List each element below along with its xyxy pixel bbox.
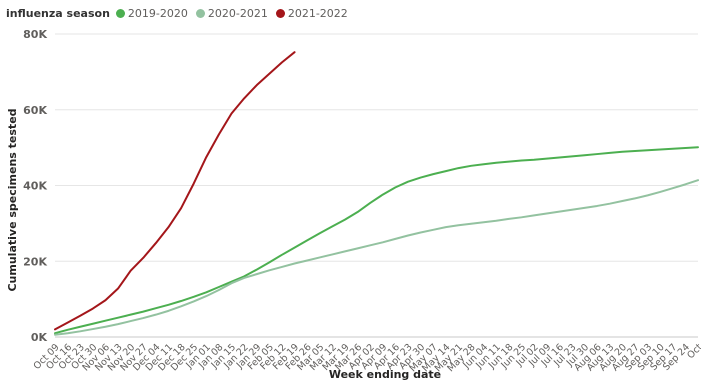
y-tick-label: 0K	[31, 331, 48, 344]
legend-item-2020-2021[interactable]: 2020-2021	[195, 6, 268, 20]
legend-dot-icon	[275, 8, 285, 18]
legend-label: 2020-2021	[207, 6, 268, 20]
x-axis-title: Week ending date	[329, 368, 441, 381]
y-axis-title: Cumulative specimens tested	[6, 108, 19, 291]
legend-title: influenza season	[6, 6, 110, 20]
legend-dot-icon	[115, 8, 125, 18]
series-line-2019-2020	[54, 146, 699, 335]
legend-item-2021-2022[interactable]: 2021-2022	[275, 6, 348, 20]
y-tick-label: 80K	[23, 28, 47, 41]
x-tick-label: Oct	[685, 342, 701, 362]
legend-label: 2021-2022	[287, 6, 348, 20]
series-line-2021-2022	[54, 51, 296, 331]
legend-label: 2019-2020	[127, 6, 188, 20]
y-tick-label: 40K	[23, 180, 47, 193]
y-tick-label: 20K	[23, 255, 47, 268]
series-lines	[54, 51, 699, 336]
legend-item-2019-2020[interactable]: 2019-2020	[115, 6, 188, 20]
series-line-2020-2021	[54, 179, 699, 336]
y-axis-ticks: 0K 20K 40K 60K 80K	[23, 28, 47, 344]
legend-dot-icon	[195, 8, 205, 18]
chart-legend: influenza season 2019-2020 2020-2021 202…	[6, 4, 356, 22]
y-tick-label: 60K	[23, 104, 47, 117]
gridlines	[55, 33, 698, 338]
